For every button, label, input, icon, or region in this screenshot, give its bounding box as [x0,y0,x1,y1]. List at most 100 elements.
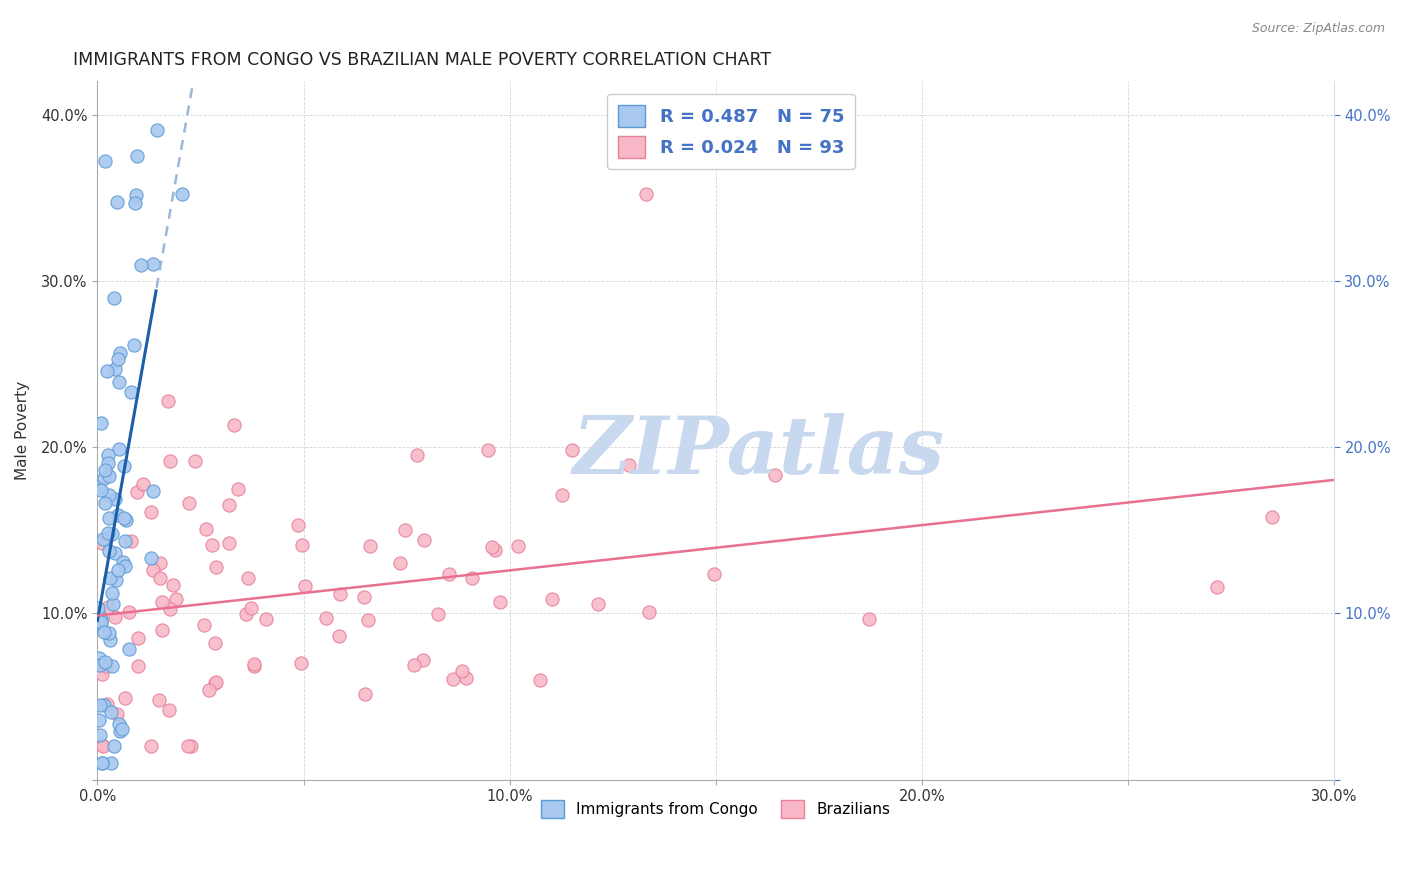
Point [329,587,352,601]
Point [150,623,173,637]
Point [120,385,142,400]
Point [90,612,112,626]
Point [94,496,117,510]
Point [104,546,127,560]
Point [107,717,129,731]
Point [103,739,125,754]
Point [141,739,163,754]
Point [105,195,128,210]
Point [550,488,572,502]
Text: ZIPatlas: ZIPatlas [572,413,945,491]
Legend: Immigrants from Congo, Brazilians: Immigrants from Congo, Brazilians [536,794,896,824]
Point [354,687,377,701]
Point [224,417,246,432]
Point [180,739,202,754]
Point [150,595,173,609]
Point [157,703,180,717]
Point [89,657,111,672]
Point [93,698,115,713]
Point [98,543,121,558]
Point [456,671,478,685]
Point [107,508,129,522]
Point [243,658,266,673]
Point [97,456,120,470]
Point [634,187,657,202]
Point [165,592,187,607]
Point [388,556,411,570]
Point [238,571,260,585]
Point [100,705,122,719]
Point [108,442,131,457]
Point [101,527,124,541]
Point [193,617,215,632]
Point [89,713,111,727]
Point [96,697,118,711]
Point [201,538,224,552]
Point [101,659,124,673]
Point [90,483,112,497]
Point [105,707,128,722]
Point [103,291,125,305]
Point [87,615,110,630]
Point [117,642,139,657]
Point [93,624,115,639]
Point [120,534,142,549]
Point [104,610,127,624]
Point [129,258,152,272]
Point [132,477,155,491]
Point [359,540,381,554]
Point [218,536,240,550]
Y-axis label: Male Poverty: Male Poverty [15,381,30,480]
Point [506,540,529,554]
Point [90,536,112,550]
Point [426,607,449,621]
Point [489,595,512,609]
Point [239,600,262,615]
Point [204,636,226,650]
Point [184,454,207,468]
Point [162,578,184,592]
Point [638,605,661,619]
Point [205,675,228,690]
Point [90,738,112,752]
Point [104,362,127,376]
Point [328,629,350,643]
Point [110,722,132,736]
Point [357,613,380,627]
Point [90,666,112,681]
Point [97,469,120,483]
Point [127,659,149,673]
Point [198,682,221,697]
Point [148,693,170,707]
Point [107,352,129,367]
Point [159,454,181,468]
Point [114,512,136,526]
Point [763,467,786,482]
Point [235,607,257,622]
Point [94,462,117,476]
Point [406,448,429,462]
Point [226,482,249,496]
Point [118,606,141,620]
Point [170,187,193,202]
Point [127,484,149,499]
Point [204,676,226,690]
Point [87,605,110,619]
Point [1206,580,1229,594]
Point [179,496,201,510]
Point [112,459,135,474]
Point [87,651,110,665]
Point [254,612,277,626]
Point [97,600,120,615]
Point [1261,509,1284,524]
Point [90,416,112,430]
Point [139,505,162,519]
Point [97,626,120,640]
Point [176,739,198,754]
Point [114,533,136,548]
Point [586,597,609,611]
Point [540,591,562,606]
Point [481,540,503,554]
Point [93,739,115,754]
Point [94,659,117,673]
